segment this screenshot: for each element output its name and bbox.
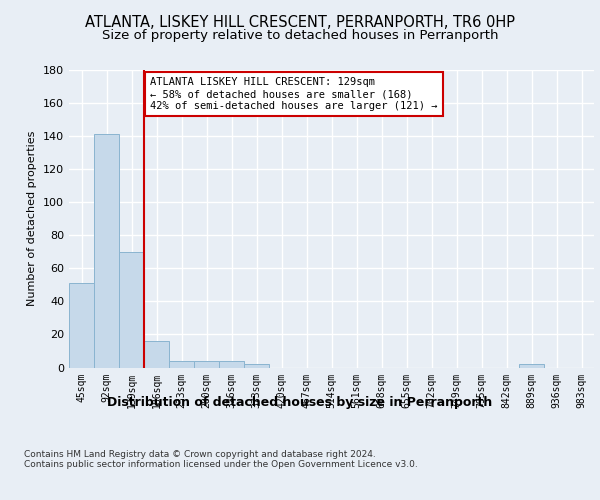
Bar — [219, 361, 244, 368]
Bar — [69, 283, 94, 368]
Text: Size of property relative to detached houses in Perranporth: Size of property relative to detached ho… — [102, 30, 498, 43]
Bar — [169, 361, 194, 368]
Bar — [244, 364, 269, 368]
Bar — [519, 364, 544, 368]
Text: ATLANTA, LISKEY HILL CRESCENT, PERRANPORTH, TR6 0HP: ATLANTA, LISKEY HILL CRESCENT, PERRANPOR… — [85, 15, 515, 30]
Bar — [119, 252, 144, 368]
Bar — [94, 134, 119, 368]
Bar — [144, 341, 169, 367]
Text: Distribution of detached houses by size in Perranporth: Distribution of detached houses by size … — [107, 396, 493, 409]
Y-axis label: Number of detached properties: Number of detached properties — [28, 131, 37, 306]
Bar — [194, 361, 219, 368]
Text: Contains HM Land Registry data © Crown copyright and database right 2024.
Contai: Contains HM Land Registry data © Crown c… — [24, 450, 418, 469]
Text: ATLANTA LISKEY HILL CRESCENT: 129sqm
← 58% of detached houses are smaller (168)
: ATLANTA LISKEY HILL CRESCENT: 129sqm ← 5… — [151, 78, 438, 110]
